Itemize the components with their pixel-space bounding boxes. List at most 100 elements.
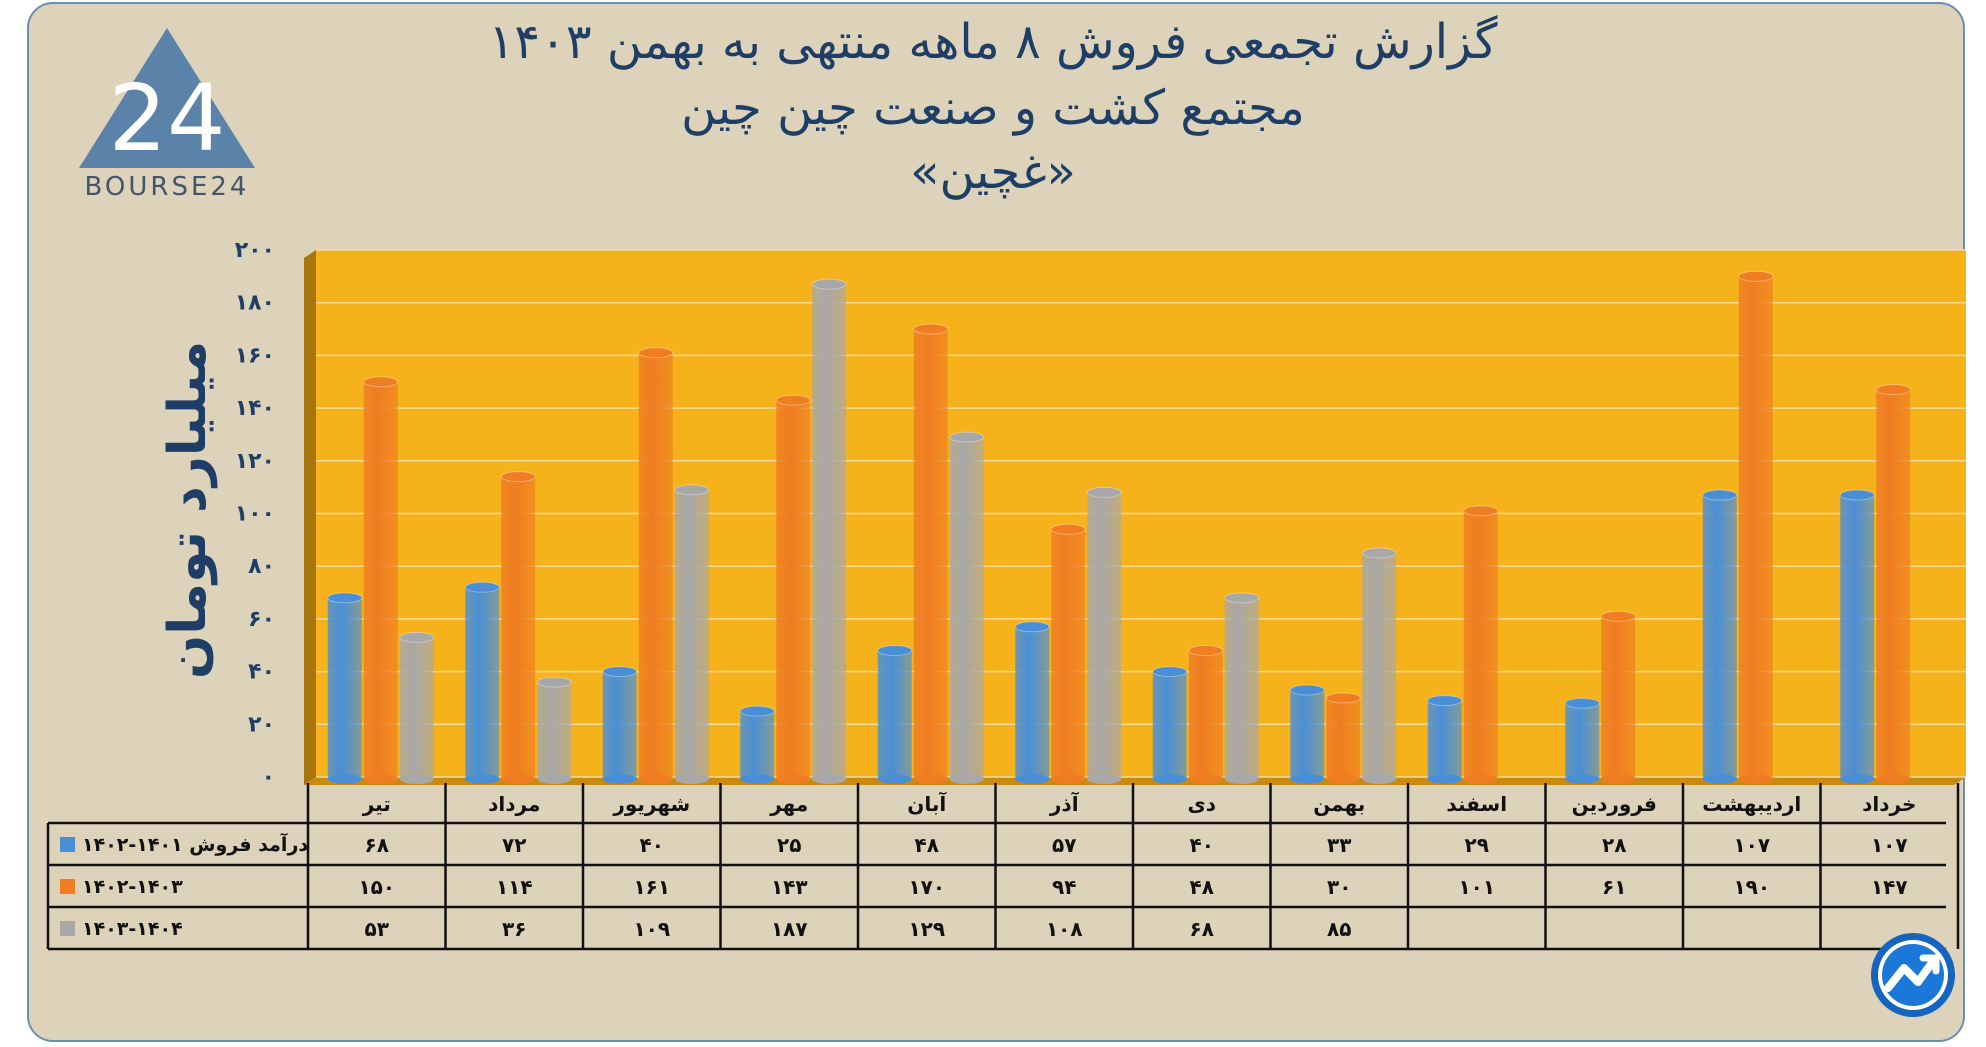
data-value-label: ۶۸ (365, 833, 389, 857)
bar (1361, 547, 1397, 784)
bar (327, 592, 363, 784)
bar (638, 347, 674, 784)
data-value-label: ۱۵۰ (358, 875, 395, 899)
data-value-label: ۱۴۳ (771, 875, 808, 899)
chart-subtitle: مجتمع کشت و صنعت چین چین (681, 80, 1305, 136)
data-value-label: ۱۴۷ (1871, 875, 1908, 899)
bar (674, 484, 710, 784)
bar (536, 676, 572, 784)
legend-label: درآمد فروش ۱۴۰۱-۱۴۰۲ (82, 832, 308, 856)
data-value-label: ۴۸ (1190, 875, 1214, 899)
data-value-label: ۳۳ (1327, 833, 1351, 857)
bar (1188, 645, 1224, 784)
y-tick-label: ۱۰۰ (235, 502, 275, 527)
bar (913, 323, 949, 784)
data-value-label: ۴۰ (640, 833, 664, 857)
data-value-label: ۱۸۷ (771, 917, 808, 941)
y-axis-label: میلیارد تومان (158, 341, 218, 679)
bar (602, 666, 638, 784)
data-value-label: ۹۴ (1052, 875, 1076, 899)
data-value-label: ۴۸ (915, 833, 939, 857)
data-value-label: ۸۵ (1327, 917, 1351, 941)
data-value-label: ۵۳ (365, 917, 389, 941)
data-value-label: ۱۹۰ (1733, 875, 1770, 899)
bar (739, 705, 775, 784)
chart-title: گزارش تجمعی فروش ۸ ماهه منتهی به بهمن ۱۴… (488, 14, 1498, 70)
legend-label: ۱۴۰۲-۱۴۰۳ (82, 876, 183, 898)
data-value-label: ۵۷ (1052, 833, 1076, 857)
logo-text: BOURSE24 (84, 172, 250, 202)
data-value-label: ۶۱ (1602, 875, 1626, 899)
bar (877, 645, 913, 784)
data-value-label: ۱۰۷ (1733, 833, 1770, 857)
triangle-24-logo-icon: 24 (79, 28, 255, 172)
x-tick-label: فروردین (1572, 792, 1657, 816)
x-tick-label: خرداد (1862, 792, 1916, 816)
y-tick-label: ۶۰ (248, 607, 275, 632)
x-tick-label: مرداد (488, 792, 540, 816)
legend-label: ۱۴۰۳-۱۴۰۴ (82, 918, 183, 940)
logo-mark: 24 (108, 65, 225, 172)
x-tick-label: تیر (362, 792, 391, 816)
bar (363, 376, 399, 784)
x-tick-label: بهمن (1313, 792, 1365, 816)
bar (500, 471, 536, 784)
data-value-label: ۷۲ (502, 833, 526, 857)
bar (1050, 523, 1086, 784)
trend-arrow-badge-icon (1871, 933, 1955, 1017)
bar (1325, 692, 1361, 784)
bar (464, 581, 500, 784)
data-value-label: ۱۲۹ (908, 917, 945, 941)
bar (1839, 489, 1875, 784)
legend-swatch (60, 921, 75, 936)
data-value-label: ۱۰۹ (633, 917, 670, 941)
data-value-label: ۲۹ (1465, 833, 1489, 857)
bar (1564, 697, 1600, 784)
data-value-label: ۱۰۱ (1458, 875, 1495, 899)
bar (949, 431, 985, 784)
y-tick-label: ۱۸۰ (235, 291, 275, 316)
data-value-label: ۳۶ (502, 917, 526, 941)
bar (1152, 666, 1188, 784)
y-tick-label: ۱۶۰ (235, 343, 275, 368)
bar (399, 631, 435, 784)
data-value-label: ۳۰ (1327, 875, 1351, 899)
y-tick-label: ۴۰ (248, 660, 275, 685)
data-value-label: ۱۰۸ (1046, 917, 1083, 941)
y-tick-label: ۱۲۰ (235, 449, 275, 474)
data-value-label: ۴۰ (1190, 833, 1214, 857)
bar (1224, 592, 1260, 784)
y-tick-label: ۱۴۰ (235, 396, 275, 421)
plot-side-wall (304, 250, 316, 785)
bar (1427, 695, 1463, 784)
data-value-label: ۶۸ (1190, 917, 1214, 941)
bar (1014, 621, 1050, 784)
data-value-label: ۱۶۱ (633, 875, 670, 899)
legend-swatch (60, 837, 75, 852)
x-tick-label: آذر (1049, 791, 1080, 816)
data-value-label: ۲۵ (777, 833, 801, 857)
data-value-label: ۲۸ (1602, 833, 1626, 857)
bar (811, 278, 847, 784)
x-tick-label: مهر (769, 792, 808, 816)
x-tick-label: آبان (907, 791, 947, 816)
data-value-label: ۱۷۰ (908, 875, 945, 899)
x-tick-label: شهریور (612, 792, 690, 816)
bar (1086, 486, 1122, 784)
y-tick-label: ۸۰ (248, 554, 275, 579)
x-tick-label: دی (1187, 792, 1216, 816)
bar (1875, 384, 1911, 784)
y-tick-label: ۲۰۰ (235, 238, 275, 263)
y-tick-label: ۰ (262, 765, 275, 790)
bar (1738, 270, 1774, 784)
x-tick-label: اسفند (1446, 792, 1507, 816)
y-tick-label: ۲۰ (248, 712, 275, 737)
bar (1702, 489, 1738, 784)
data-value-label: ۱۰۷ (1871, 833, 1908, 857)
x-tick-label: اردیبهشت (1702, 792, 1801, 816)
chart-ticker: «غچین» (910, 144, 1076, 200)
bar (775, 394, 811, 784)
bar (1463, 505, 1499, 784)
legend-swatch (60, 879, 75, 894)
